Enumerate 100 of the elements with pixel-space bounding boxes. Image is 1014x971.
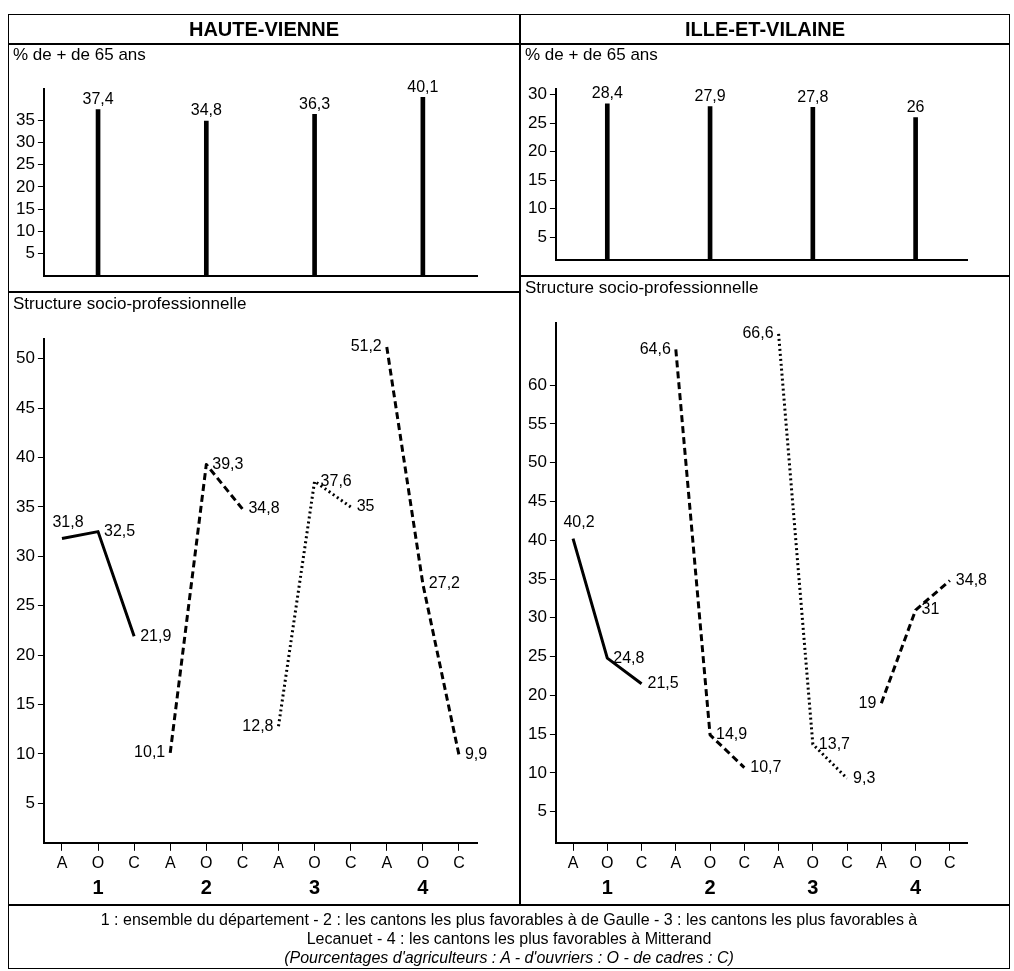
x-tick-label: O [416, 853, 430, 871]
data-label: 32,5 [104, 522, 136, 540]
y-tick-label: 10 [15, 743, 35, 763]
y-tick-label: 25 [15, 154, 35, 174]
y-tick-label: 30 [15, 546, 35, 566]
x-tick-label: C [635, 853, 648, 871]
data-label: 51,2 [350, 337, 382, 355]
data-label: 13,7 [818, 734, 851, 752]
data-label: 35 [356, 497, 375, 515]
data-label: 31,8 [52, 512, 84, 530]
y-tick-label: 20 [527, 685, 547, 705]
x-tick-label: A [381, 853, 393, 871]
y-tick-label: 45 [527, 491, 547, 511]
y-tick-label: 30 [527, 84, 547, 104]
x-tick-label: C [453, 853, 465, 871]
y-tick-label: 25 [527, 112, 547, 132]
data-label: 34,8 [190, 101, 222, 119]
x-tick-label: O [308, 853, 321, 871]
chart-title: HAUTE-VIENNE [9, 15, 519, 45]
y-tick-label: 30 [15, 132, 35, 152]
x-tick-label: C [344, 853, 357, 871]
text: 2 [200, 875, 212, 898]
y-tick-label: 15 [527, 723, 547, 743]
y-tick-label: 10 [527, 762, 547, 782]
data-label: 10,1 [134, 743, 166, 761]
y-tick-label: 50 [15, 348, 35, 368]
y-tick-label: 40 [15, 447, 35, 467]
x-tick-label: C [236, 853, 249, 871]
data-label: 40,2 [563, 513, 595, 531]
y-tick-label: 5 [25, 243, 35, 263]
y-tick-label: 35 [15, 109, 35, 129]
x-tick-label: O [703, 853, 717, 871]
y-tick-label: 25 [527, 646, 547, 666]
y-tick-label: 60 [527, 374, 547, 394]
data-label: 66,6 [742, 324, 774, 342]
data-label: 12,8 [242, 716, 274, 734]
y-tick-label: 35 [527, 568, 547, 588]
data-label: 37,4 [82, 89, 114, 107]
y-tick-label: 5 [537, 801, 547, 821]
data-label: 34,8 [955, 570, 988, 588]
x-tick-label: O [91, 853, 105, 871]
x-tick-label: A [773, 853, 785, 871]
data-label: 40,1 [407, 77, 439, 95]
chart-title: Structure socio-professionnelle [12, 293, 248, 315]
chart-title: Structure socio-professionnelle [524, 277, 760, 299]
text: 4 [910, 875, 923, 898]
data-label: 27,9 [694, 87, 726, 105]
text: 2 [704, 875, 716, 898]
y-tick-label: 45 [15, 397, 35, 417]
x-tick-label: C [944, 853, 956, 871]
x-tick-label: A [876, 853, 888, 871]
y-axis-title: % de + de 65 ans [524, 45, 659, 65]
data-label: 27,8 [797, 87, 829, 105]
text: 4 [417, 875, 430, 898]
y-tick-label: 10 [15, 221, 35, 241]
x-tick-label: A [567, 853, 579, 871]
data-label: 34,8 [248, 499, 280, 517]
data-label: 39,3 [212, 454, 244, 472]
y-tick-label: 15 [15, 694, 35, 714]
y-axis-title: % de + de 65 ans [12, 45, 147, 65]
y-tick-label: 25 [15, 595, 35, 615]
text: (Pourcentages d'agriculteurs : A - d'ouvriers : O - de cadres : C) [283, 948, 735, 967]
x-tick-label: A [56, 853, 68, 871]
data-label: 24,8 [613, 648, 645, 666]
y-tick-label: 20 [527, 141, 547, 161]
x-tick-label: A [670, 853, 682, 871]
data-label: 21,9 [140, 626, 172, 644]
text: 1 [601, 875, 613, 898]
x-tick-label: C [128, 853, 140, 871]
x-tick-label: O [909, 853, 922, 871]
y-tick-label: 50 [527, 452, 547, 472]
y-tick-label: 15 [15, 198, 35, 218]
y-tick-label: 5 [25, 792, 35, 812]
data-label: 10,7 [750, 757, 782, 775]
data-label: 37,6 [320, 471, 352, 489]
data-label: 9,3 [853, 768, 876, 786]
x-tick-label: C [841, 853, 853, 871]
data-label: 21,5 [647, 674, 679, 692]
data-label: 28,4 [591, 84, 623, 102]
y-tick-label: 40 [527, 529, 547, 549]
text: 1 [92, 875, 104, 898]
y-tick-label: 35 [15, 496, 35, 516]
x-tick-label: A [273, 853, 285, 871]
x-tick-label: O [806, 853, 820, 871]
y-tick-label: 15 [527, 169, 547, 189]
text: 3 [309, 875, 321, 898]
y-tick-label: 20 [15, 176, 35, 196]
data-label: 14,9 [716, 725, 748, 743]
data-label: 9,9 [464, 745, 488, 763]
data-label: 64,6 [639, 339, 671, 357]
x-tick-label: O [601, 853, 614, 871]
text: 3 [807, 875, 819, 898]
text: 1 : ensemble du département - 2 : les cantons les plus favorables à de Gaulle - 3 : les cantons les plus favorables à Lecanuet - 4 : les cantons les plus favorables à Mitterand [99, 910, 919, 948]
x-tick-label: A [164, 853, 176, 871]
y-tick-label: 5 [537, 226, 547, 246]
data-label: 27,2 [428, 574, 461, 592]
data-label: 36,3 [299, 94, 331, 112]
chart-title: ILLE-ET-VILAINE [521, 15, 1009, 45]
data-label: 19 [858, 693, 877, 711]
x-tick-label: O [200, 853, 213, 871]
